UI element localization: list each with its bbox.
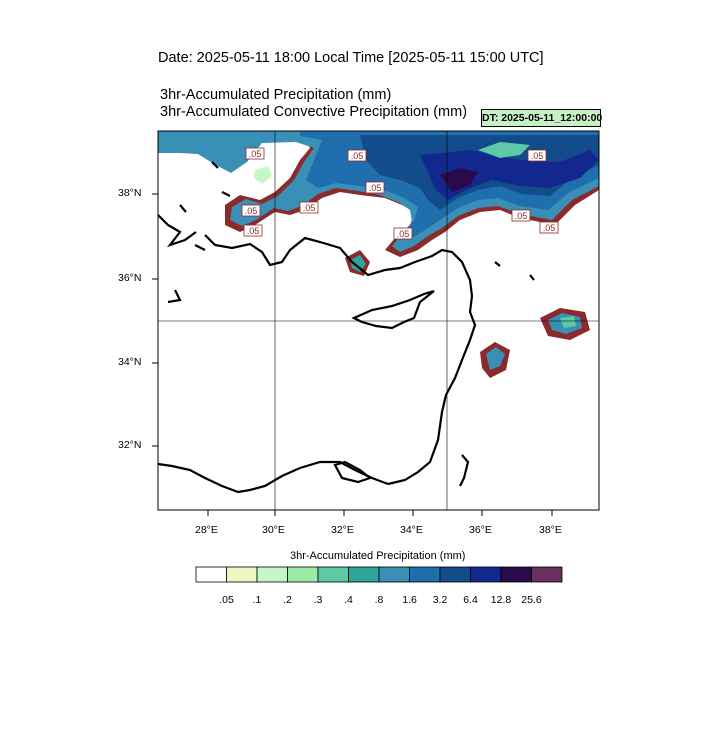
contour-label-box xyxy=(245,147,265,160)
lon-label: 30°E xyxy=(262,524,285,536)
contour-label-box xyxy=(527,149,547,162)
title-convective-precipitation: 3hr-Accumulated Convective Precipitation… xyxy=(160,104,468,120)
colorbar xyxy=(195,566,563,583)
coast-sinai-lagoon xyxy=(333,460,373,484)
lon-label: 28°E xyxy=(195,524,218,536)
lon-label: 38°E xyxy=(539,524,562,536)
colorbar-swatch xyxy=(256,566,288,583)
coast-crete-aegean xyxy=(158,161,231,304)
contour-label: .05 xyxy=(351,151,364,161)
lat-label: 38°N xyxy=(118,187,142,199)
precip-patch-rhodes-inner xyxy=(350,255,366,272)
colorbar-swatch xyxy=(317,566,349,583)
precip-patch-levant-inner xyxy=(486,347,505,370)
coast-syria-inland xyxy=(459,454,470,487)
axis-ticks xyxy=(152,193,553,516)
lon-label: 36°E xyxy=(469,524,492,536)
contour-label: .05 xyxy=(543,223,556,233)
colorbar-title: 3hr-Accumulated Precipitation (mm) xyxy=(290,550,466,562)
colorbar-label: 25.6 xyxy=(521,594,542,606)
coast-anatolia-south xyxy=(204,234,474,297)
lat-label: 36°N xyxy=(118,272,142,284)
map-plot-area: .05 .05 .05 .05 .05 .05 .05 .05 .05 .05 xyxy=(158,131,599,510)
contour-label: .05 xyxy=(303,203,316,213)
lat-label: 34°N xyxy=(118,356,142,368)
colorbar-label: .05 xyxy=(219,594,234,606)
contour-label-box xyxy=(393,227,413,240)
colorbar-swatch xyxy=(409,566,441,583)
dt-badge: DT: 2025-05-11_12:00:00 xyxy=(481,109,602,127)
colorbar-label: 1.6 xyxy=(402,594,417,606)
colorbar-swatch xyxy=(287,566,319,583)
coast-levant xyxy=(387,295,477,486)
colorbar-label: 6.4 xyxy=(463,594,478,606)
colorbar-swatch xyxy=(226,566,258,583)
lon-label: 32°E xyxy=(331,524,354,536)
colorbar-swatch xyxy=(378,566,410,583)
precip-light-green-1 xyxy=(478,142,530,158)
precip-band-4 xyxy=(420,150,599,200)
contour-labels: .05 .05 .05 .05 .05 .05 .05 .05 .05 .05 xyxy=(241,147,559,240)
colorbar-label: 3.2 xyxy=(432,594,448,606)
title-precipitation: 3hr-Accumulated Precipitation (mm) xyxy=(160,87,392,103)
contour-label: .05 xyxy=(247,226,260,236)
colorbar-label: .8 xyxy=(374,594,384,606)
grid-lines xyxy=(158,131,599,510)
date-line: Date: 2025-05-11 18:00 Local Time [2025-… xyxy=(158,50,544,66)
contour-label: .05 xyxy=(531,151,544,161)
precipitation-areas xyxy=(158,131,599,378)
contour-label-box xyxy=(241,204,261,217)
lon-label: 34°E xyxy=(400,524,423,536)
colorbar-label: .1 xyxy=(252,594,262,606)
contour-label: .05 xyxy=(245,206,258,216)
contour-label-box xyxy=(243,224,263,237)
contour-label-box xyxy=(299,201,319,214)
colorbar-label: 12.8 xyxy=(490,594,512,606)
contour-label-box xyxy=(539,221,559,234)
contour-label: .05 xyxy=(515,211,528,221)
contour-label: .05 xyxy=(369,183,382,193)
colorbar-label: .2 xyxy=(283,594,292,606)
contour-label-box xyxy=(511,209,531,222)
colorbar-label: .3 xyxy=(313,594,323,606)
contour-label: .05 xyxy=(249,149,262,159)
map-frame xyxy=(157,130,600,511)
coast-cyprus xyxy=(351,289,435,330)
colorbar-swatch xyxy=(348,566,380,583)
precip-patch-east-green xyxy=(560,316,576,328)
precip-core xyxy=(440,168,478,192)
contour-label-box xyxy=(347,149,367,162)
colorbar-label: .4 xyxy=(344,594,353,606)
coast-east-lake xyxy=(494,261,535,281)
colorbar-swatch xyxy=(195,566,227,583)
contour-label-box xyxy=(365,181,385,194)
lat-label: 32°N xyxy=(118,439,142,451)
coast-north-africa xyxy=(158,460,389,494)
colorbar-swatch xyxy=(500,566,532,583)
colorbar-swatch xyxy=(439,566,471,583)
colorbar-swatch xyxy=(531,566,563,583)
precip-light-green-2 xyxy=(254,166,272,184)
contour-label: .05 xyxy=(397,229,410,239)
colorbar-swatch xyxy=(470,566,502,583)
